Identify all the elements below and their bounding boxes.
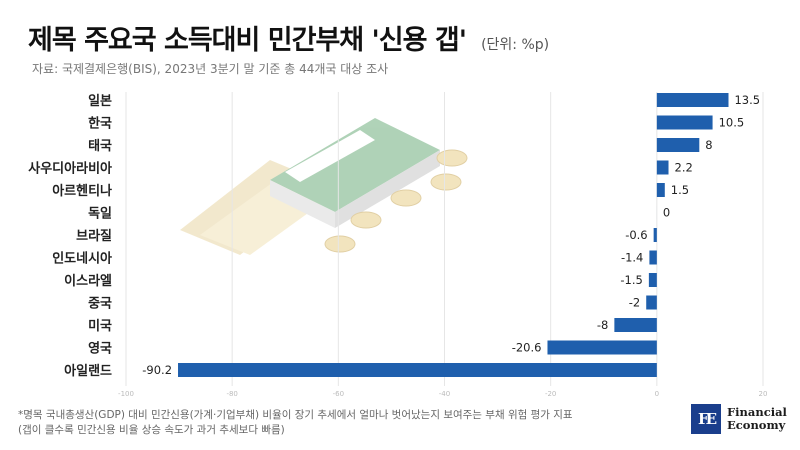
x-tick-label: -60 bbox=[333, 390, 344, 398]
value-label: -20.6 bbox=[512, 341, 542, 355]
bar bbox=[178, 363, 657, 377]
bar bbox=[646, 295, 657, 310]
value-label: 2.2 bbox=[675, 161, 693, 175]
category-label: 이스라엘 bbox=[64, 273, 112, 289]
unit-label: (단위: %p) bbox=[481, 37, 550, 53]
value-label: 0 bbox=[663, 206, 670, 220]
category-label: 중국 bbox=[88, 297, 112, 312]
bar bbox=[656, 183, 665, 197]
x-tick-label: 20 bbox=[759, 390, 768, 398]
category-label: 사우디아라비아 bbox=[28, 161, 112, 177]
chart-header: 제목 주요국 소득대비 민간부채 '신용 갭' (단위: %p) bbox=[28, 18, 549, 57]
value-label: -2 bbox=[629, 296, 640, 310]
category-label: 브라질 bbox=[76, 228, 112, 244]
bar bbox=[656, 138, 700, 152]
bar bbox=[656, 93, 729, 107]
x-tick-label: -40 bbox=[439, 390, 450, 398]
bar-chart: -100 -80 -60 -40 -20 0 20 일본한국태국사우디아라비아아르헨티나독일… bbox=[28, 92, 767, 398]
x-axis-ticks: -100 -80 -60 -40 -20 0 20 bbox=[118, 390, 767, 398]
x-tick-label: -20 bbox=[545, 390, 556, 398]
x-tick-label: 0 bbox=[655, 390, 659, 398]
bars bbox=[178, 93, 729, 377]
value-label: 1.5 bbox=[671, 183, 689, 197]
money-illustration bbox=[180, 118, 468, 255]
value-labels: 13.5 10.5 8 2.2 1.50 -0.6 -1.4 -1.5 -2 -8 -20.6 -90… bbox=[142, 93, 760, 377]
x-tick-label: -80 bbox=[226, 390, 237, 398]
source-note: 자료: 국제결제은행(BIS), 2023년 3분기 말 기준 총 44개국 대… bbox=[32, 62, 389, 76]
x-tick-label: -100 bbox=[118, 390, 134, 398]
bar bbox=[656, 160, 669, 175]
bar bbox=[547, 340, 657, 355]
category-label: 한국 bbox=[88, 116, 112, 132]
logo-text: Financial Economy bbox=[727, 406, 787, 432]
category-label: 미국 bbox=[88, 318, 112, 334]
footnote-line-1: *명목 국내총생산(GDP) 대비 민간신용(가계·기업부채) 비율이 장기 추… bbox=[18, 409, 573, 421]
category-label: 아일랜드 bbox=[64, 363, 112, 379]
bar bbox=[649, 250, 657, 265]
bar bbox=[656, 115, 713, 130]
financial-economy-logo: FE Financial Economy bbox=[691, 404, 787, 434]
footnote-line-2: (갭이 클수록 민간신용 비율 상승 속도가 과거 추세보다 빠름) bbox=[18, 424, 285, 436]
category-label: 독일 bbox=[88, 207, 112, 222]
value-label: -1.4 bbox=[621, 251, 643, 265]
chart-title: 제목 주요국 소득대비 민간부채 '신용 갭' bbox=[28, 25, 467, 56]
value-label: -90.2 bbox=[142, 363, 172, 377]
category-label: 아르헨티나 bbox=[52, 183, 112, 199]
category-label: 일본 bbox=[88, 94, 112, 109]
footnote: *명목 국내총생산(GDP) 대비 민간신용(가계·기업부채) 비율이 장기 추… bbox=[18, 408, 573, 438]
value-label: -8 bbox=[597, 318, 608, 332]
bar bbox=[648, 273, 657, 287]
logo-line-1: Financial bbox=[727, 405, 787, 419]
category-label: 태국 bbox=[88, 139, 112, 154]
bar bbox=[653, 228, 657, 242]
value-label: 13.5 bbox=[734, 93, 760, 107]
logo-mark: FE bbox=[691, 404, 721, 434]
bar bbox=[614, 318, 657, 332]
category-labels: 일본한국태국사우디아라비아아르헨티나독일브라질인도네시아이스라엘중국미국영국아일… bbox=[28, 94, 112, 379]
logo-line-2: Economy bbox=[727, 418, 786, 432]
category-label: 영국 bbox=[88, 342, 112, 357]
value-label: -0.6 bbox=[625, 228, 647, 242]
category-label: 인도네시아 bbox=[52, 251, 112, 267]
value-label: -1.5 bbox=[620, 273, 642, 287]
value-label: 10.5 bbox=[719, 116, 745, 130]
value-label: 8 bbox=[705, 138, 712, 152]
